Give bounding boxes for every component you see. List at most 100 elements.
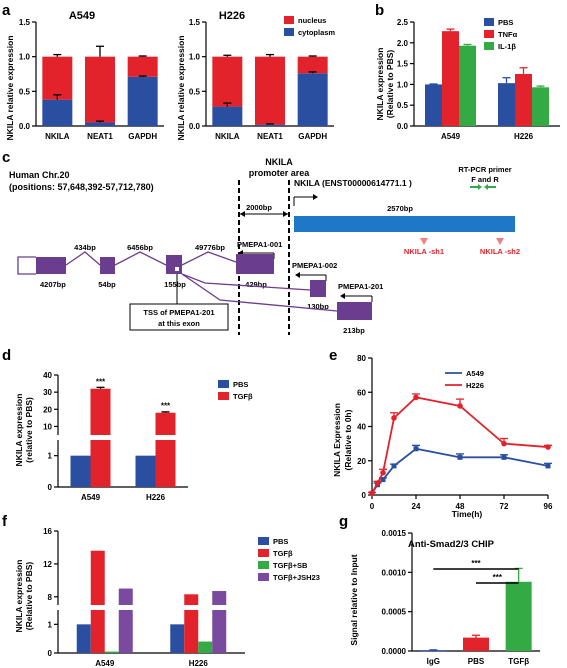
chart-g-xtick-label: PBS (468, 657, 485, 666)
legend-b-label: PBS (498, 18, 513, 27)
chart-d-ylabel: NKILA expression (14, 394, 24, 467)
chart-a-left-ytick-label: 1.5 (19, 18, 31, 27)
chart-f-ylabel2: (Relative to PBS) (24, 562, 34, 631)
chart-g-ytick-label: 0.0015 (382, 529, 407, 538)
pmepa1-201-arrowhead-icon (340, 293, 345, 299)
chart-a-right-ylabel: NKILA relative expression (176, 35, 186, 140)
chart-a-right-bar-cytoplasm (212, 106, 243, 126)
panel-letter-b: b (375, 2, 384, 19)
chart-e-ylabel: NKILA Expression (332, 403, 342, 477)
chart-f-legend-swatch (258, 561, 269, 569)
chart-g-bar (505, 581, 532, 651)
chart-a-left-bar-cytoplasm (42, 99, 73, 126)
legend-a-nucleus-label: nucleus (298, 16, 326, 25)
panel-letter-g: g (339, 513, 348, 530)
pmepa1-002-label: PMEPA1-002 (292, 261, 337, 270)
chart-g: Anti-Smad2/3 CHIP Signal relative to Inp… (349, 529, 540, 666)
primer-label-2: F and R (471, 175, 499, 184)
chart-b-ytick-label: 0.0 (397, 122, 409, 131)
chart-f-xtick-label: A549 (95, 659, 115, 668)
chart-b-bar (515, 74, 532, 126)
legend-b-swatch (484, 30, 494, 38)
chart-a-left-ytick-label: 0.0 (19, 122, 31, 131)
chart-a-left-xtick-label: NKILA (45, 132, 70, 141)
chart-e-point (457, 454, 463, 460)
chart-e-point (391, 415, 397, 421)
dist-2000-label: 2000bp (246, 203, 272, 212)
chart-a-right-bar-nucleus (255, 56, 285, 125)
arrow-right-icon (283, 211, 288, 217)
chart-g-significance-label: *** (493, 573, 503, 582)
chart-a-right-ytick-label: 1.5 (189, 18, 201, 27)
chart-e-point (374, 480, 381, 486)
sh1-marker-icon (420, 238, 428, 245)
chart-a-right-bar-cytoplasm (297, 73, 328, 126)
chart-g-ytick-label: 0.0005 (382, 608, 407, 617)
legend-a-cytoplasm-swatch (284, 28, 294, 36)
chart-e-ytick-label: 20 (357, 457, 366, 466)
chart-b-ytick-label: 0.5 (397, 101, 409, 110)
intron-434 (65, 251, 101, 266)
chart-e-point (457, 403, 463, 409)
chart-d-xtick-label: A549 (81, 493, 101, 502)
chart-e-point (380, 469, 386, 476)
chart-f-bar (104, 651, 119, 653)
chart-f: NKILA expression (Relative to PBS) 0 1 8 12… (14, 527, 320, 668)
chart-e: NKILA Expression (Relative to 0h) Time(h… (332, 354, 553, 519)
chart-b-xtick-label: H226 (514, 132, 534, 141)
chart-d-bar (70, 455, 91, 487)
chr-positions: (positions: 57,648,392-57,712,780) (9, 182, 154, 192)
exon-54-label: 54bp (98, 280, 116, 289)
chart-f-bar (76, 624, 91, 653)
chart-e-point (501, 454, 507, 460)
nkila-arrowhead-icon (313, 194, 318, 200)
tss-callout-line1: TSS of PMEPA1-201 (143, 308, 214, 317)
panel-letter-c: c (2, 149, 10, 166)
chart-e-xtick-label: 24 (412, 502, 421, 511)
chart-a-right: H226 NKILA relative expression 0.0 0.5 1.0… (176, 10, 335, 141)
chart-d-significance-label: *** (161, 402, 171, 411)
sh2-label: NKILA -sh2 (480, 247, 520, 256)
chart-b-bar (532, 87, 549, 126)
exon-4207-open-end (17, 256, 36, 275)
chart-e-xtick-label: 48 (456, 502, 465, 511)
chart-e-point (391, 463, 397, 469)
chart-d-xtick-label: H226 (146, 493, 166, 502)
tss-marker (175, 267, 179, 271)
chart-d-bar-low (155, 440, 176, 487)
panel-letter-d: d (2, 347, 11, 364)
chart-f-bar-high (212, 591, 227, 605)
chart-a-left-bar-nucleus (127, 56, 158, 77)
chart-f-ytick-label: 16 (43, 527, 52, 536)
chart-f-legend-label: TGFβ+JSH23 (273, 573, 320, 582)
chart-e-ytick-label: 0 (362, 491, 367, 500)
legend-a-nucleus-swatch (284, 16, 294, 24)
panel-letter-a: a (2, 2, 11, 19)
chart-b-bar (442, 31, 459, 126)
chart-e-ytick-label: 40 (357, 423, 366, 432)
chart-b-bar (459, 45, 476, 126)
chart-b-bar (425, 84, 442, 126)
exon-213-label: 213bp (343, 326, 365, 335)
chart-f-ylabel: NKILA expression (14, 560, 24, 633)
legend-b-label: IL-1β (498, 42, 516, 51)
primer-f-arrowhead-icon (478, 184, 482, 190)
chart-b-xtick-label: A549 (441, 132, 461, 141)
chart-a-right-ytick-label: 0.0 (189, 122, 201, 131)
chart-d-legend-label: TGFβ (233, 392, 253, 401)
chart-e-point (545, 444, 551, 450)
exon-4207 (36, 257, 66, 274)
chart-a-left: A549 NKILA relative expression 0.0 0.5 1.0… (5, 10, 164, 141)
chart-e-point (413, 394, 419, 401)
chart-e-xlabel: Time(h) (452, 509, 483, 519)
exon-213 (337, 302, 372, 320)
chart-e-point (545, 463, 551, 469)
exon-155 (166, 255, 182, 274)
chart-f-bar-high (118, 588, 133, 605)
chart-d-ylabel2: (relative to PBS) (24, 397, 34, 463)
intron-49776-label: 49776bp (195, 243, 225, 252)
pmepa1-201-label: PMEPA1-201 (338, 282, 383, 291)
chart-a-left-ytick-label: 0.5 (19, 87, 31, 96)
chart-b-bar (498, 83, 515, 126)
